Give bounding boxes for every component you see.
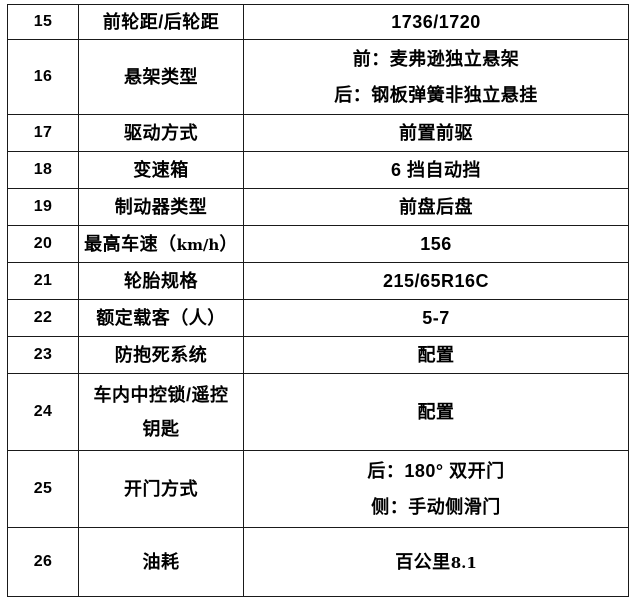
table-row: 24 车内中控锁/遥控 钥匙 配置 bbox=[7, 373, 629, 451]
row-value-cell: 156 bbox=[243, 225, 629, 263]
row-value-cell: 前置前驱 bbox=[243, 114, 629, 152]
row-label-cell: 车内中控锁/遥控 钥匙 bbox=[78, 373, 244, 451]
row-value-cell: 前：麦弗逊独立悬架 后：钢板弹簧非独立悬挂 bbox=[243, 39, 629, 115]
row-label-cell: 驱动方式 bbox=[78, 114, 244, 152]
table-row: 20 最高车速（km/h） 156 bbox=[7, 225, 629, 263]
row-label-prefix: 最高车速（ bbox=[84, 233, 177, 254]
row-label-cell: 制动器类型 bbox=[78, 188, 244, 226]
specification-table-container: 15 前轮距/后轮距 1736/1720 16 悬架类型 前：麦弗逊独立悬架 后：钢板弹簧非… bbox=[7, 4, 629, 597]
row-label-cell: 开门方式 bbox=[78, 450, 244, 528]
row-index-cell: 25 bbox=[7, 450, 79, 528]
table-row: 19 制动器类型 前盘后盘 bbox=[7, 188, 629, 226]
table-row: 23 防抱死系统 配置 bbox=[7, 336, 629, 374]
row-value-cell: 前盘后盘 bbox=[243, 188, 629, 226]
row-label-cell: 悬架类型 bbox=[78, 39, 244, 115]
row-label-cell: 前轮距/后轮距 bbox=[78, 4, 244, 40]
table-row: 15 前轮距/后轮距 1736/1720 bbox=[7, 4, 629, 40]
row-index-cell: 24 bbox=[7, 373, 79, 451]
table-row: 21 轮胎规格 215/65R16C bbox=[7, 262, 629, 300]
row-index-cell: 23 bbox=[7, 336, 79, 374]
row-label-cell: 变速箱 bbox=[78, 151, 244, 189]
row-value-cell: 6 挡自动挡 bbox=[243, 151, 629, 189]
table-row: 22 额定载客（人） 5-7 bbox=[7, 299, 629, 337]
row-index-cell: 19 bbox=[7, 188, 79, 226]
row-value-line: 侧：手动侧滑门 bbox=[371, 497, 501, 517]
row-value-cell: 后：180° 双开门 侧：手动侧滑门 bbox=[243, 450, 629, 528]
row-label-cell: 额定载客（人） bbox=[78, 299, 244, 337]
row-label-cell: 轮胎规格 bbox=[78, 262, 244, 300]
vehicle-specification-table: 15 前轮距/后轮距 1736/1720 16 悬架类型 前：麦弗逊独立悬架 后：钢板弹簧非… bbox=[7, 4, 629, 597]
table-body: 15 前轮距/后轮距 1736/1720 16 悬架类型 前：麦弗逊独立悬架 后：钢板弹簧非… bbox=[7, 4, 629, 597]
row-index-cell: 18 bbox=[7, 151, 79, 189]
row-index-cell: 15 bbox=[7, 4, 79, 40]
row-value-cell: 配置 bbox=[243, 336, 629, 374]
row-index-cell: 16 bbox=[7, 39, 79, 115]
row-value-cell: 1736/1720 bbox=[243, 4, 629, 40]
row-label-cell: 防抱死系统 bbox=[78, 336, 244, 374]
row-value-cell: 配置 bbox=[243, 373, 629, 451]
row-index-cell: 22 bbox=[7, 299, 79, 337]
row-value-line: 前：麦弗逊独立悬架 bbox=[352, 48, 520, 69]
row-value-line: 后：180° 双开门 bbox=[367, 460, 505, 481]
row-value-prefix: 百公里 bbox=[395, 551, 451, 572]
row-value-cell: 5-7 bbox=[243, 299, 629, 337]
row-value-cell: 215/65R16C bbox=[243, 262, 629, 300]
row-index-cell: 26 bbox=[7, 527, 79, 597]
table-row: 26 油耗 百公里8.1 bbox=[7, 527, 629, 597]
row-value-number: 8.1 bbox=[450, 553, 477, 572]
row-value-cell: 百公里8.1 bbox=[243, 527, 629, 597]
row-index-cell: 20 bbox=[7, 225, 79, 263]
row-index-cell: 17 bbox=[7, 114, 79, 152]
row-index-cell: 21 bbox=[7, 262, 79, 300]
row-label-cell: 油耗 bbox=[78, 527, 244, 597]
table-row: 17 驱动方式 前置前驱 bbox=[7, 114, 629, 152]
row-label-line: 钥匙 bbox=[142, 419, 180, 439]
table-row: 18 变速箱 6 挡自动挡 bbox=[7, 151, 629, 189]
table-row: 16 悬架类型 前：麦弗逊独立悬架 后：钢板弹簧非独立悬挂 bbox=[7, 39, 629, 115]
row-label-unit: km/h bbox=[176, 235, 220, 254]
row-label-line: 车内中控锁/遥控 bbox=[93, 384, 229, 405]
row-label-suffix: ） bbox=[219, 233, 238, 254]
row-label-cell: 最高车速（km/h） bbox=[78, 225, 244, 263]
row-value-line: 后：钢板弹簧非独立悬挂 bbox=[334, 85, 538, 105]
table-row: 25 开门方式 后：180° 双开门 侧：手动侧滑门 bbox=[7, 450, 629, 528]
